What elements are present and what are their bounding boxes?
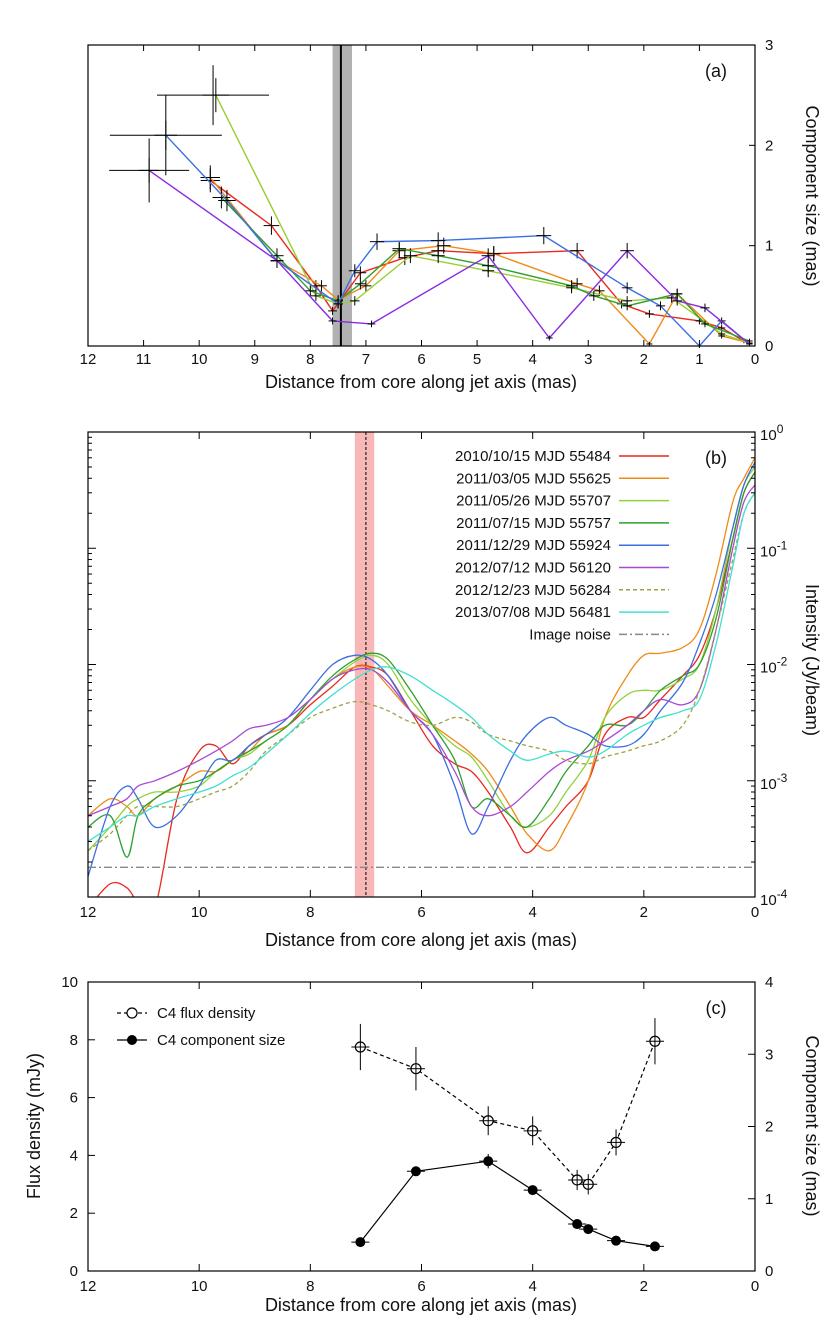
size-point-c	[483, 1156, 494, 1167]
x-tick-label-b: 12	[80, 904, 97, 921]
size-point-c	[611, 1235, 622, 1246]
x-tick-label-b: 4	[528, 904, 536, 921]
y-tick-label-b: 10-3	[760, 771, 788, 793]
y2-tick-label-c: 3	[765, 1046, 773, 1063]
series-line-b-5	[88, 484, 755, 817]
x-tick-label-a: 2	[640, 351, 648, 368]
y-tick-label-c: 4	[70, 1147, 78, 1164]
x-tick-label-c: 2	[640, 1278, 648, 1295]
series-line-c-0	[360, 1040, 656, 1186]
x-tick-label-a: 5	[473, 351, 481, 368]
series-line-b-7	[88, 492, 755, 843]
y-tick-label-c: 0	[70, 1263, 78, 1280]
y2-tick-label-c: 2	[765, 1119, 773, 1136]
y-tick-label-b: 100	[760, 422, 784, 444]
x-axis-label-b: Distance from core along jet axis (mas)	[265, 930, 577, 950]
size-point-c	[572, 1219, 583, 1230]
legend-label-b: Image noise	[529, 626, 611, 643]
size-point-c	[527, 1185, 538, 1196]
x-tick-label-a: 9	[251, 351, 259, 368]
y-tick-label-c: 10	[61, 974, 78, 991]
x-tick-label-b: 0	[751, 904, 759, 921]
legend-marker-c	[127, 1035, 137, 1045]
series-line-c-1	[359, 1160, 655, 1247]
x-tick-label-b: 2	[640, 904, 648, 921]
x-axis-label-a: Distance from core along jet axis (mas)	[265, 372, 577, 392]
x-tick-label-a: 1	[695, 351, 703, 368]
plot-frame-a	[87, 44, 756, 347]
x-tick-label-b: 10	[191, 904, 208, 921]
y2-tick-label-c: 0	[765, 1263, 773, 1280]
x-tick-label-a: 8	[306, 351, 314, 368]
size-point-c	[410, 1166, 421, 1177]
x-tick-label-c: 6	[417, 1278, 425, 1295]
x-tick-label-b: 8	[306, 904, 314, 921]
series-line-b-3	[88, 471, 755, 858]
x-tick-label-c: 10	[191, 1278, 208, 1295]
legend-label-b: 2012/12/23 MJD 56284	[455, 582, 611, 599]
y-tick-label-c: 2	[70, 1205, 78, 1222]
legend-marker-c	[126, 1007, 138, 1019]
x-tick-label-a: 0	[751, 351, 759, 368]
series-line-a-5	[148, 169, 750, 345]
x-tick-label-c: 0	[751, 1278, 759, 1295]
y-tick-label-b: 10-4	[760, 887, 788, 909]
size-point-c	[583, 1224, 594, 1235]
x-tick-label-a: 10	[191, 351, 208, 368]
y-tick-label-b: 10-1	[760, 538, 788, 560]
x-tick-label-a: 7	[362, 351, 370, 368]
y-tick-label-c: 8	[70, 1032, 78, 1049]
legend-label-b: 2010/10/15 MJD 55484	[455, 448, 611, 465]
x-tick-label-b: 6	[417, 904, 425, 921]
y2-tick-label-c: 1	[765, 1191, 773, 1208]
size-point-c	[649, 1241, 660, 1252]
series-line-a-1	[209, 176, 750, 346]
y-axis-label-c: Flux density (mJy)	[24, 1053, 44, 1199]
x-tick-label-a: 4	[528, 351, 536, 368]
y-tick-label-a: 2	[765, 137, 773, 154]
y-tick-label-a: 0	[765, 338, 773, 355]
series-line-b-2	[88, 466, 755, 852]
series-line-b-1	[88, 457, 755, 852]
size-point-c	[355, 1237, 366, 1248]
legend-label-b: 2011/12/29 MJD 55924	[456, 537, 611, 554]
panel-label-c: (c)	[706, 998, 727, 1018]
series-line-b-4	[88, 461, 755, 877]
x-tick-label-a: 3	[584, 351, 592, 368]
y2-axis-label-c: Component size (mas)	[802, 1035, 822, 1216]
panel-label-b: (b)	[705, 448, 727, 468]
x-axis-label-c: Distance from core along jet axis (mas)	[265, 1295, 577, 1315]
legend-label-b: 2011/05/26 MJD 55707	[456, 493, 611, 510]
shaded-band-a	[332, 45, 353, 346]
y2-tick-label-c: 4	[765, 974, 773, 991]
legend-label-b: 2012/07/12 MJD 56120	[455, 560, 611, 577]
y-axis-label-a: Component size (mas)	[802, 105, 822, 286]
y-tick-label-c: 6	[70, 1090, 78, 1107]
legend-label-c: C4 component size	[157, 1032, 285, 1049]
legend-label-b: 2011/03/05 MJD 55625	[456, 470, 611, 487]
x-tick-label-a: 11	[136, 351, 152, 368]
legend-label-b: 2013/07/08 MJD 56481	[455, 604, 611, 621]
y-tick-label-a: 1	[765, 238, 773, 255]
x-tick-label-c: 8	[306, 1278, 314, 1295]
series-line-a-2	[215, 94, 750, 344]
x-tick-label-c: 12	[80, 1278, 97, 1295]
plot-frame-b	[87, 431, 756, 898]
y-tick-label-a: 3	[765, 37, 773, 54]
y-tick-label-b: 10-2	[760, 655, 788, 677]
legend-label-b: 2011/07/15 MJD 55757	[456, 515, 611, 532]
x-tick-label-a: 12	[80, 351, 97, 368]
y-axis-label-b: Intensity (Jy/beam)	[802, 584, 822, 736]
shaded-band-b	[354, 432, 375, 897]
x-tick-label-c: 4	[528, 1278, 536, 1295]
series-line-a-4	[165, 134, 750, 348]
x-tick-label-a: 6	[417, 351, 425, 368]
series-line-a-3	[220, 197, 750, 342]
plot-area-b	[88, 432, 755, 897]
panel-label-a: (a)	[705, 61, 727, 81]
legend-label-c: C4 flux density	[157, 1005, 256, 1022]
series-line-b-6	[88, 492, 755, 852]
series-line-b-0	[96, 471, 755, 897]
